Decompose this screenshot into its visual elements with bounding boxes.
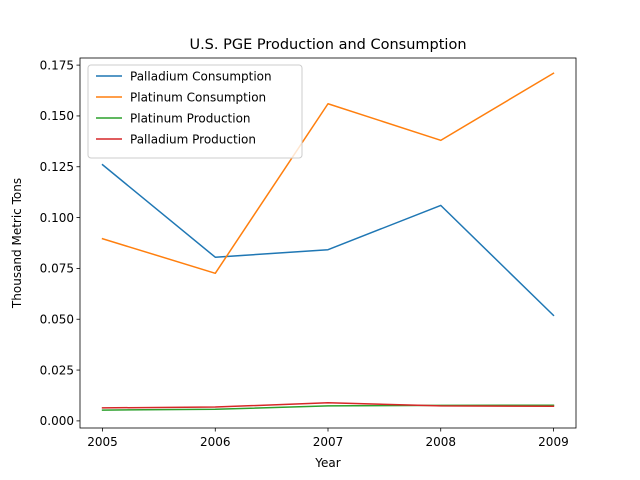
legend-label: Platinum Consumption bbox=[130, 90, 266, 104]
y-tick-label: 0.050 bbox=[40, 313, 74, 327]
y-axis: 0.000 0.025 0.050 0.075 0.100 0.125 0.150 0.175 bbox=[40, 58, 80, 428]
y-tick-label: 0.175 bbox=[40, 58, 74, 72]
x-tick-label: 2005 bbox=[87, 435, 118, 449]
legend: Palladium Consumption Platinum Consumptio… bbox=[87, 64, 303, 159]
x-tick-label: 2006 bbox=[200, 435, 231, 449]
y-tick-label: 0.100 bbox=[40, 211, 74, 225]
series-line-2 bbox=[101, 72, 555, 275]
y-tick-label: 0.000 bbox=[40, 414, 74, 428]
legend-label: Palladium Consumption bbox=[130, 69, 272, 83]
x-axis: 2005 2006 2007 2008 2009 bbox=[87, 428, 569, 449]
y-tick-label: 0.025 bbox=[40, 363, 74, 377]
series-line-1 bbox=[101, 163, 555, 317]
plot-lines bbox=[101, 72, 555, 411]
x-tick-label: 2007 bbox=[313, 435, 344, 449]
chart-title: U.S. PGE Production and Consumption bbox=[189, 37, 466, 53]
y-tick-label: 0.150 bbox=[40, 109, 74, 123]
legend-label: Platinum Production bbox=[130, 111, 251, 125]
series-line-4 bbox=[101, 402, 555, 409]
y-axis-title: Thousand Metric Tons bbox=[10, 178, 24, 309]
y-tick-label: 0.075 bbox=[40, 262, 74, 276]
y-tick-label: 0.125 bbox=[40, 160, 74, 174]
legend-label: Palladium Production bbox=[130, 132, 256, 146]
legend-box bbox=[87, 64, 303, 159]
x-tick-label: 2008 bbox=[425, 435, 456, 449]
x-axis-title: Year bbox=[314, 456, 340, 470]
x-tick-label: 2009 bbox=[538, 435, 569, 449]
